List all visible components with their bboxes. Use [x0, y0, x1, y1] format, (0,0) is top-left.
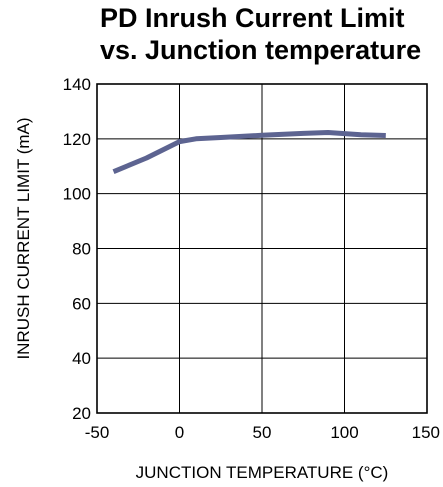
x-tick-label: -50	[85, 423, 110, 442]
x-tick-label: 0	[175, 423, 184, 442]
y-tick-label: 140	[63, 75, 91, 94]
chart-series	[112, 130, 386, 175]
chart-title-line-2: vs. Junction temperature	[100, 35, 422, 65]
y-tick-label: 100	[63, 185, 91, 204]
y-axis-label: INRUSH CURRENT LIMIT (mA)	[14, 117, 33, 359]
series-line	[112, 130, 386, 175]
x-tick-labels: -50 0 50 100 150	[85, 423, 440, 442]
y-tick-label: 20	[72, 404, 91, 423]
y-tick-label: 120	[63, 130, 91, 149]
x-tick-label: 50	[253, 423, 272, 442]
x-tick-label: 100	[330, 423, 358, 442]
x-tick-label: 150	[412, 423, 440, 442]
y-tick-label: 40	[72, 349, 91, 368]
y-tick-label: 80	[72, 240, 91, 259]
plot-frame	[96, 83, 428, 414]
x-axis-label: JUNCTION TEMPERATURE (°C)	[136, 463, 389, 482]
y-tick-label: 60	[72, 294, 91, 313]
y-tick-labels: 20 40 60 80 100 120 140	[63, 75, 91, 423]
chart-title-line-1: PD Inrush Current Limit	[100, 3, 405, 33]
